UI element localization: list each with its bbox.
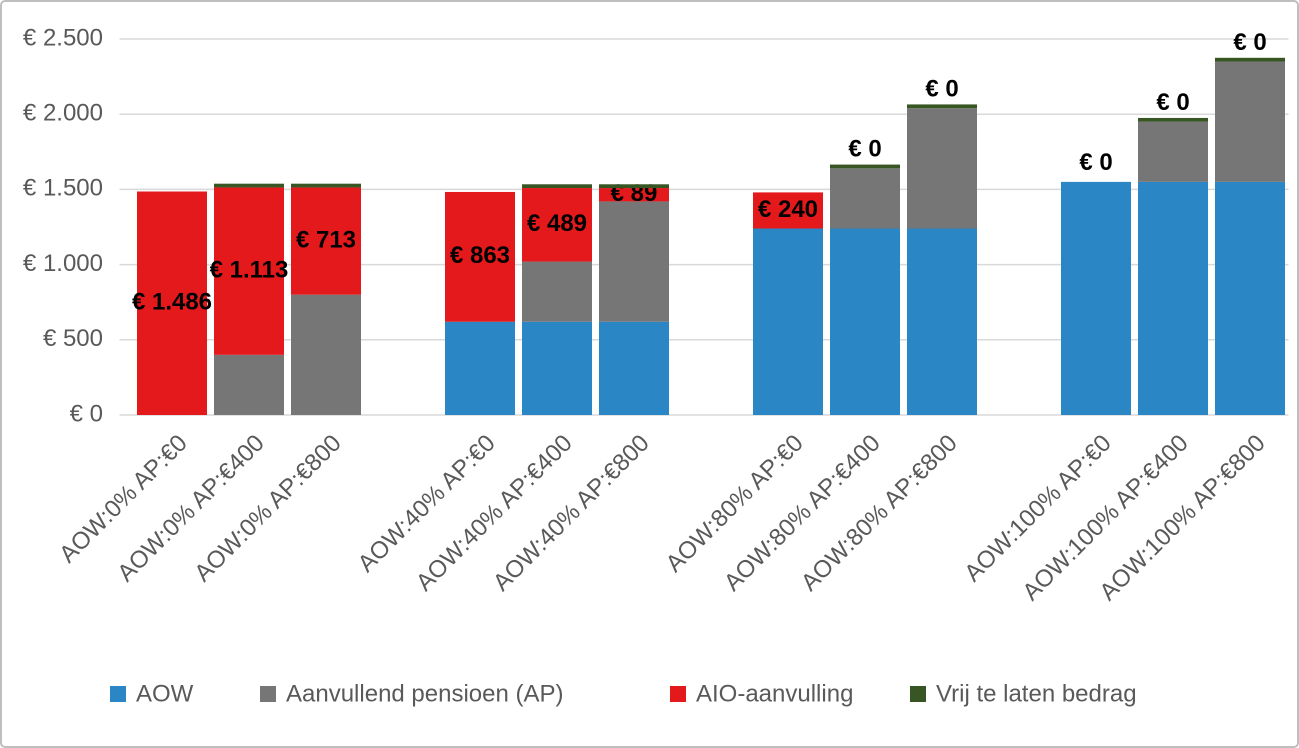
legend-label: Aanvullend pensioen (AP) (286, 680, 564, 707)
bar-segment (1138, 181, 1208, 415)
y-tick-label: € 500 (43, 325, 103, 352)
data-label: € 89 (611, 180, 658, 207)
bar-segment (137, 191, 207, 415)
legend-label: AOW (136, 680, 194, 707)
bar-segment (522, 321, 592, 415)
legend-swatch (910, 686, 926, 702)
data-label: € 1.113 (210, 256, 289, 283)
bar-segment (907, 108, 977, 229)
bar-segment (599, 321, 669, 415)
y-tick-label: € 2.000 (23, 100, 103, 127)
bar-segment (214, 187, 284, 355)
legend-label: Vrij te laten bedrag (936, 680, 1137, 707)
bar-segment (907, 228, 977, 415)
bar-segment (291, 294, 361, 415)
data-label: € 1.486 (132, 289, 212, 316)
y-tick-label: € 2.500 (23, 24, 103, 51)
data-label: € 0 (1079, 149, 1112, 176)
legend-swatch (670, 686, 686, 702)
y-tick-label: € 1.000 (23, 250, 103, 277)
bar-segment (830, 228, 900, 415)
bar-segment (1061, 181, 1131, 415)
bar-segment (522, 184, 592, 189)
bar-segment (291, 183, 361, 188)
data-label: € 713 (296, 226, 356, 253)
y-tick-label: € 1.500 (23, 175, 103, 202)
bar-segment (753, 228, 823, 415)
data-label: € 0 (1233, 29, 1266, 56)
y-tick-label: € 0 (70, 400, 103, 427)
bar-segment (1215, 61, 1285, 182)
bar-segment (1215, 57, 1285, 62)
bar-segment (907, 104, 977, 109)
bar-segment (445, 321, 515, 415)
data-label: € 489 (527, 210, 587, 237)
bar-segment (522, 261, 592, 322)
bar-segment (1138, 121, 1208, 182)
legend-swatch (260, 686, 276, 702)
bar-segment (830, 168, 900, 229)
bar-segment (599, 201, 669, 322)
bar-segment (214, 183, 284, 188)
data-label: € 0 (925, 76, 958, 103)
bar-segment (291, 187, 361, 295)
bar-segment (522, 188, 592, 262)
bar-segment (445, 191, 515, 322)
bar-segment (830, 164, 900, 169)
legend-label: AIO-aanvulling (696, 680, 853, 707)
legend-swatch (110, 686, 126, 702)
data-label: € 240 (758, 196, 818, 223)
bar-segment (1215, 181, 1285, 415)
bar-segment (753, 192, 823, 229)
data-label: € 863 (450, 242, 510, 269)
data-label: € 0 (1156, 89, 1189, 116)
data-label: € 0 (848, 136, 881, 163)
bar-segment (214, 354, 284, 415)
bar-segment (1138, 117, 1208, 122)
bar-segment (599, 184, 669, 189)
bar-segment (599, 188, 669, 202)
